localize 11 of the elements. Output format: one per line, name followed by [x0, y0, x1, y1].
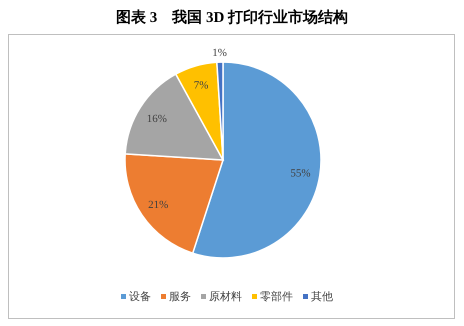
data-label: 21% [148, 199, 168, 212]
data-label: 16% [146, 112, 167, 125]
legend-label: 服务 [169, 290, 191, 303]
data-label: 55% [290, 167, 311, 180]
legend-label: 其他 [311, 290, 333, 303]
legend-label: 设备 [129, 290, 151, 303]
legend-label: 零部件 [260, 290, 293, 303]
data-label: 1% [212, 47, 227, 60]
data-label: 7% [194, 80, 208, 92]
chart-title: 图表 3 我国 3D 打印行业市场结构 [116, 8, 348, 26]
legend-label: 原材料 [209, 290, 242, 303]
